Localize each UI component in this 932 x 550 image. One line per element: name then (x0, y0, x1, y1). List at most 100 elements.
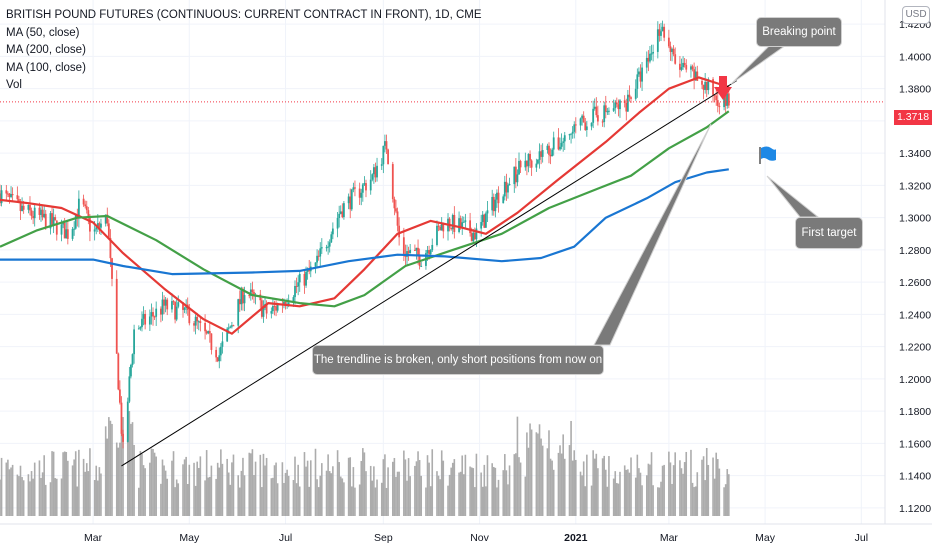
candle-body (273, 306, 276, 308)
volume-bar (303, 452, 306, 516)
volume-bar (428, 462, 430, 516)
candle-body (352, 187, 355, 190)
volume-bar (429, 486, 432, 516)
volume-bar (328, 471, 331, 516)
candle-body (420, 265, 423, 267)
volume-bar (248, 452, 251, 516)
candle-body (71, 229, 74, 239)
volume-bar (712, 457, 714, 516)
volume-bar (336, 450, 339, 516)
breaking-point-callout: Breaking point (756, 17, 842, 47)
candle-body (109, 237, 112, 259)
candle-body (210, 333, 213, 350)
candle-body (74, 215, 77, 229)
x-tick-label: Sep (374, 532, 393, 544)
candle-body (469, 220, 472, 234)
volume-bar (138, 487, 140, 516)
ma-line-50 (0, 76, 730, 335)
volume-bar (559, 445, 561, 516)
candle-body (163, 299, 165, 306)
candle-body (369, 179, 372, 191)
candle-body (680, 67, 683, 70)
target-flag-icon (759, 146, 776, 164)
volume-bar (183, 459, 186, 516)
volume-bar (330, 473, 333, 516)
volume-bar (374, 487, 377, 516)
candle-body (38, 207, 41, 215)
volume-bar (440, 450, 443, 516)
volume-bar (362, 448, 364, 516)
candle-body (626, 94, 629, 112)
volume-bar (284, 472, 287, 516)
candle-body (242, 288, 244, 304)
volume-bar (262, 453, 265, 516)
volume-bar (403, 450, 405, 516)
candle-body (450, 227, 453, 230)
candle-body (391, 164, 394, 200)
volume-bar (518, 457, 520, 516)
candle-body (51, 213, 53, 225)
candle-body (385, 141, 388, 150)
volume-bar (392, 461, 394, 516)
volume-bar (71, 465, 74, 516)
volume-bar (418, 460, 421, 516)
candle-body (596, 115, 599, 122)
candle-body (141, 318, 143, 328)
volume-bar (163, 465, 165, 516)
candle-body (330, 234, 333, 243)
volume-bar (641, 485, 643, 516)
volume-bar (724, 484, 727, 516)
candle-body (428, 250, 430, 255)
candle-body (87, 210, 90, 218)
volume-bar (7, 459, 9, 516)
volume-bar (231, 462, 233, 516)
candle-body (215, 349, 218, 358)
volume-bar (439, 479, 441, 516)
volume-bar (529, 423, 531, 516)
volume-bar (679, 460, 681, 516)
legend-ma50[interactable]: MA (50, close) (6, 26, 80, 39)
legend-ma200[interactable]: MA (200, close) (6, 44, 86, 56)
volume-bar (623, 465, 626, 516)
candle-body (660, 31, 662, 36)
volume-bar (152, 448, 154, 516)
volume-bar (481, 486, 484, 516)
candle-body (137, 328, 140, 330)
volume-bar (470, 467, 473, 516)
volume-bar (186, 483, 189, 516)
candle-body (131, 354, 134, 365)
legend-ma100[interactable]: MA (100, close) (6, 61, 86, 74)
volume-bar (82, 458, 85, 516)
currency-badge[interactable]: USD (902, 6, 930, 24)
volume-bar (627, 469, 629, 516)
candle-body (376, 165, 378, 178)
candle-body (503, 181, 506, 197)
volume-bar (117, 447, 120, 516)
volume-bar (272, 477, 274, 516)
candle-body (32, 216, 35, 219)
candle-body (513, 166, 516, 185)
volume-bars (0, 410, 730, 516)
volume-bar (261, 487, 263, 516)
volume-bar (349, 457, 352, 516)
candle-body (437, 225, 440, 227)
candle-body (507, 184, 509, 193)
candle-body (341, 211, 344, 218)
volume-bar (459, 471, 462, 516)
candle-body (262, 308, 265, 317)
x-tick-label: Jul (279, 532, 292, 544)
candle-body (11, 193, 14, 196)
candle-body (701, 80, 703, 85)
candle-body (685, 64, 688, 70)
volume-bar (305, 466, 307, 516)
volume-bar (504, 454, 506, 516)
ma-line-100 (0, 168, 729, 276)
legend-vol[interactable]: Vol (6, 79, 22, 91)
volume-bar (628, 472, 631, 516)
volume-bar (41, 472, 44, 516)
candle-body (584, 122, 587, 130)
volume-bar (702, 456, 705, 516)
volume-bar (552, 469, 555, 516)
y-tick-label: 1.3400 (899, 148, 931, 160)
candle-body (8, 193, 11, 198)
